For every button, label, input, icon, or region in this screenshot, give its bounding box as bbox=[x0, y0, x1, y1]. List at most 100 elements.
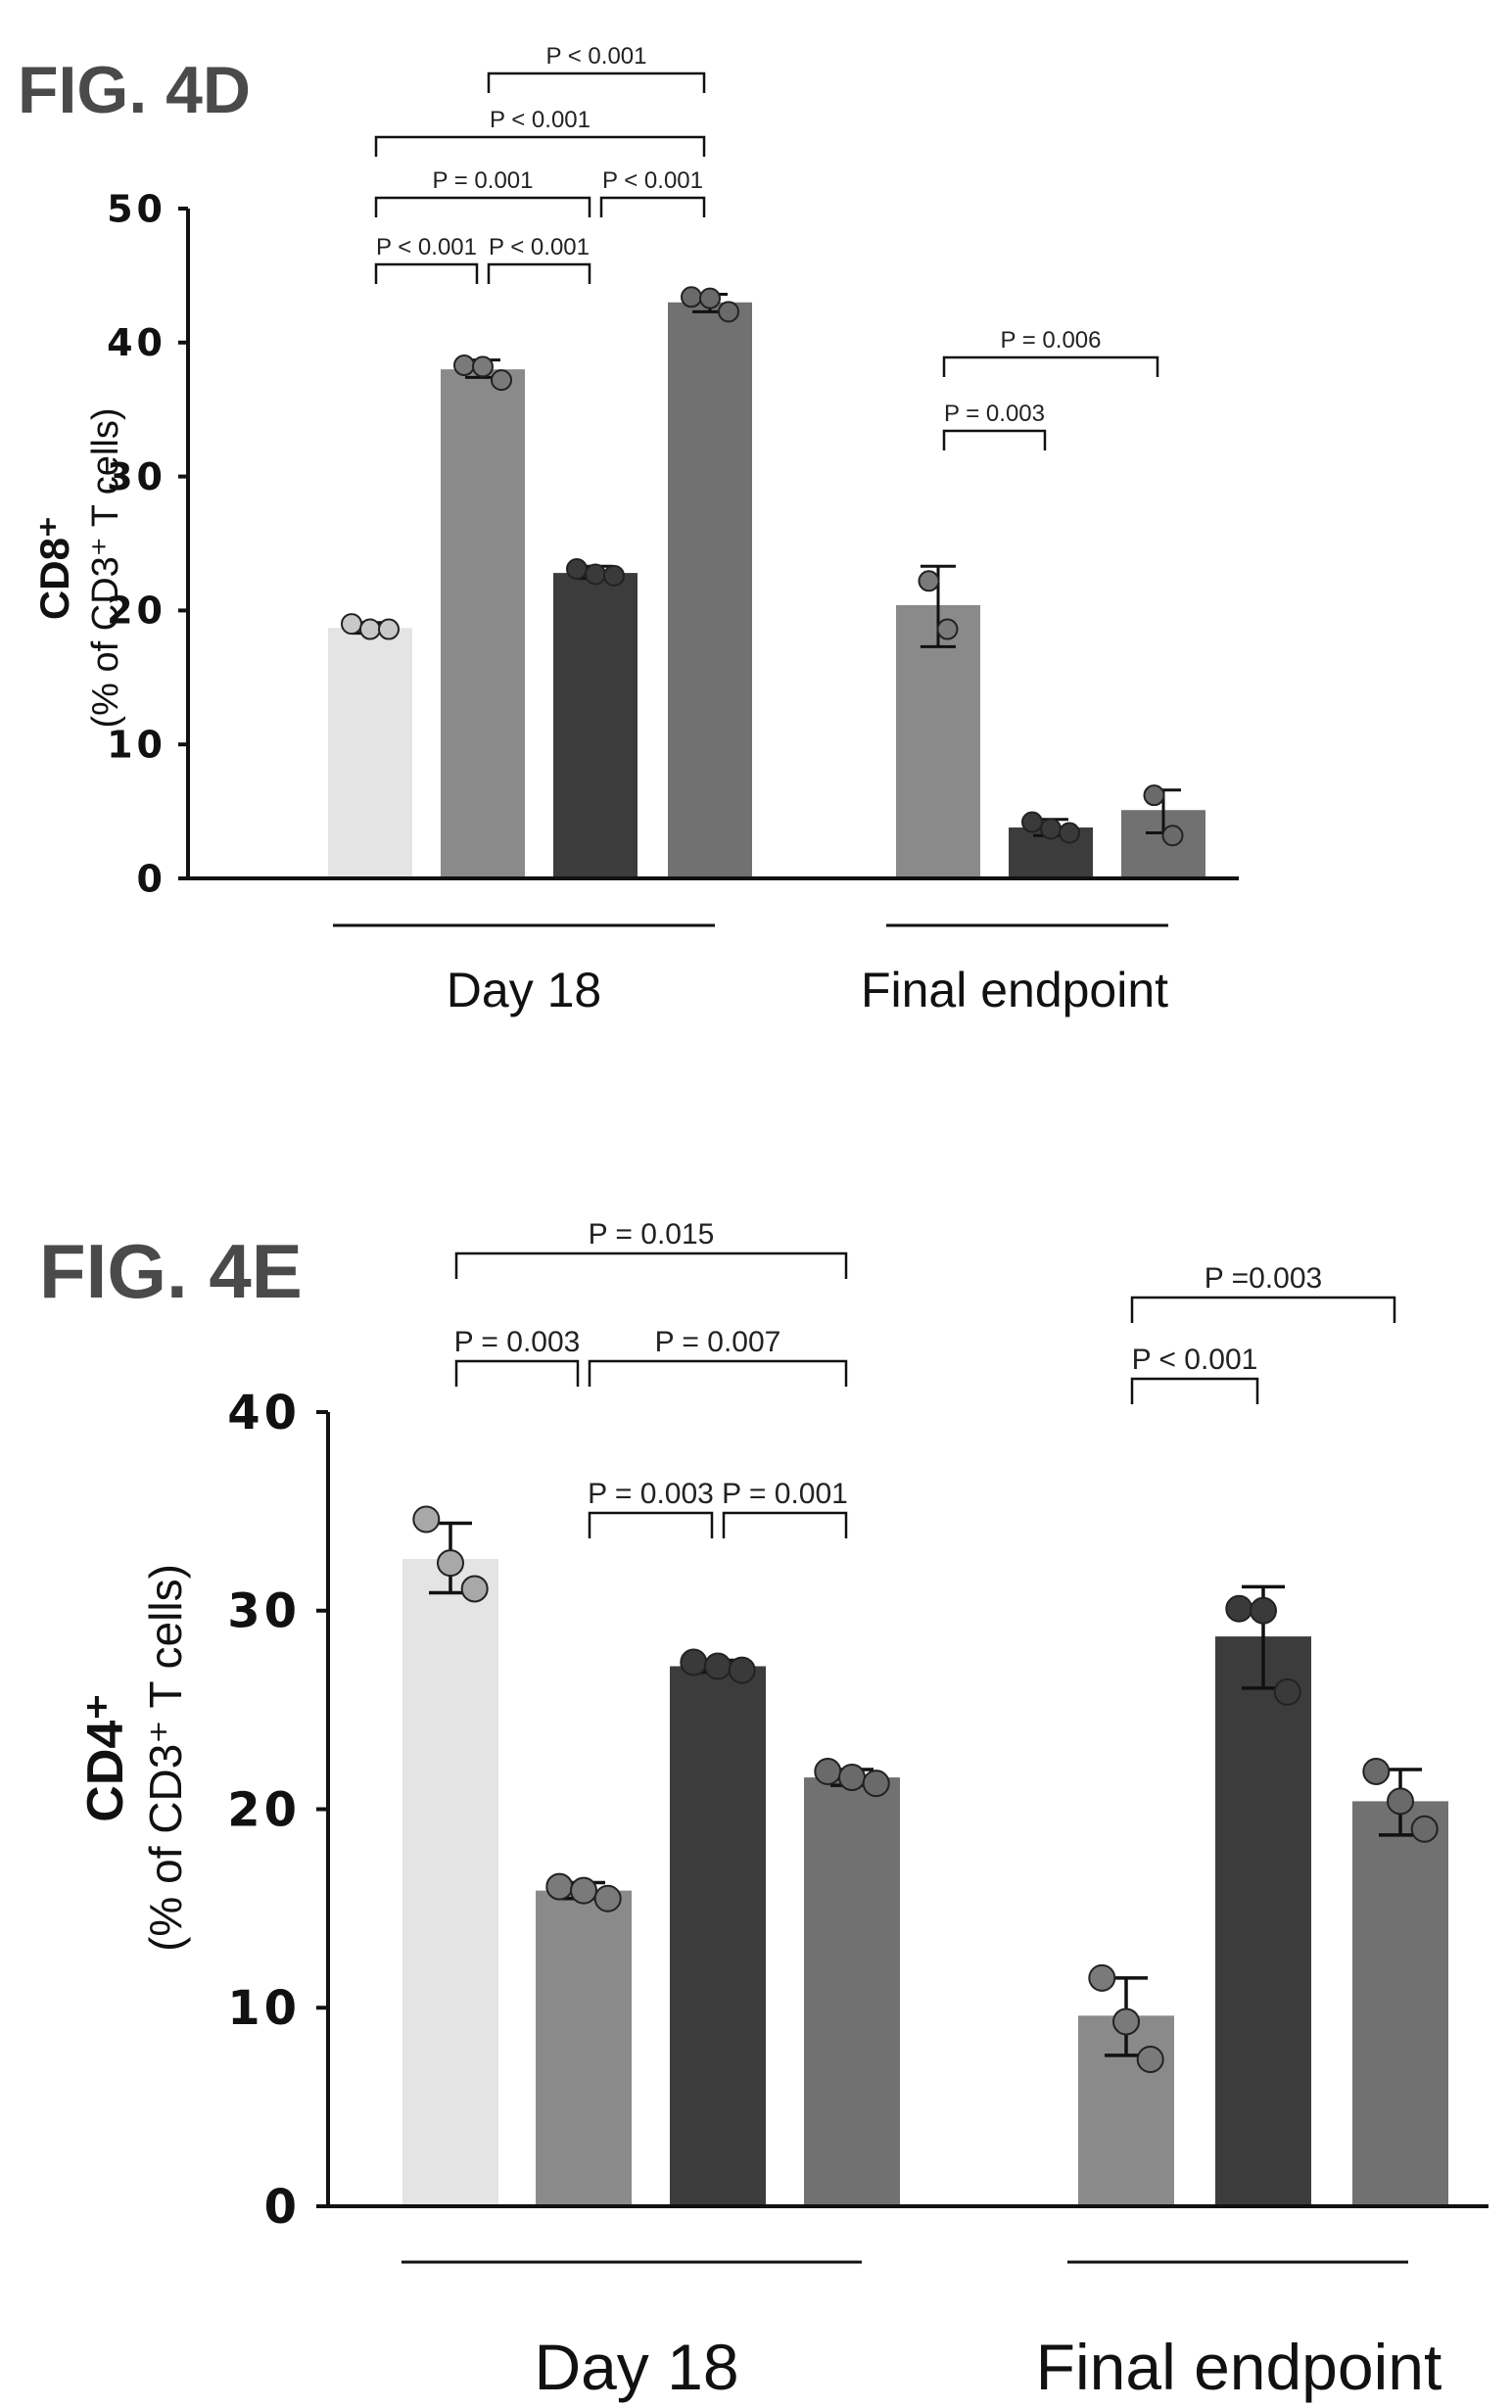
data-point-4d-0-2 bbox=[378, 618, 400, 640]
y-tick-label-4d-4: 40 bbox=[107, 321, 166, 364]
comparison-bracket-4d-5: P < 0.001 bbox=[487, 43, 706, 93]
figure-label-4d: FIG. 4D bbox=[18, 53, 251, 127]
data-point-4d-3-1 bbox=[699, 287, 721, 309]
data-point-4e-2-2 bbox=[728, 1656, 756, 1684]
comparison-bracket-4d-6: P = 0.003 bbox=[942, 401, 1047, 450]
p-value-label-4e-4: P = 0.001 bbox=[722, 1478, 848, 1510]
data-point-4d-1-0 bbox=[453, 354, 475, 377]
bracket-line-4d-6 bbox=[942, 429, 1047, 450]
data-point-4d-2-0 bbox=[566, 557, 588, 580]
data-point-4d-5-0 bbox=[1021, 811, 1043, 833]
y-tick-label-4d-5: 50 bbox=[107, 187, 166, 230]
comparison-bracket-4d-3: P < 0.001 bbox=[599, 167, 706, 217]
comparison-bracket-4e-3: P = 0.003 bbox=[588, 1478, 714, 1538]
y-tick-label-4d-1: 10 bbox=[107, 724, 166, 767]
data-point-4d-6-0 bbox=[1143, 784, 1165, 807]
data-point-4d-5-1 bbox=[1040, 818, 1062, 840]
data-point-4e-4-2 bbox=[1136, 2045, 1164, 2073]
bracket-line-4d-4 bbox=[374, 135, 706, 157]
p-value-label-4d-5: P < 0.001 bbox=[546, 43, 647, 70]
figure-label-4e: FIG. 4E bbox=[39, 1228, 303, 1314]
y-tick-label-4d-2: 20 bbox=[107, 590, 166, 633]
bar-4d-4 bbox=[896, 604, 980, 878]
data-point-4e-1-0 bbox=[545, 1872, 574, 1901]
bar-4e-5 bbox=[1215, 1636, 1311, 2206]
p-value-label-4e-2: P = 0.015 bbox=[589, 1218, 715, 1251]
group-label-final-4d: Final endpoint bbox=[861, 963, 1168, 1017]
data-point-4e-5-2 bbox=[1273, 1677, 1301, 1706]
bar-4d-3 bbox=[668, 302, 752, 878]
data-point-4e-4-1 bbox=[1112, 2007, 1140, 2036]
data-point-4e-2-0 bbox=[680, 1648, 708, 1676]
comparison-bracket-4d-1: P < 0.001 bbox=[487, 234, 591, 284]
group-label-day18-4e: Day 18 bbox=[534, 2331, 738, 2403]
bracket-line-4d-5 bbox=[487, 71, 706, 93]
data-point-4e-0-2 bbox=[460, 1575, 489, 1603]
data-point-4e-1-1 bbox=[570, 1876, 597, 1905]
data-point-4e-2-1 bbox=[704, 1652, 732, 1680]
p-value-label-4d-4: P < 0.001 bbox=[490, 107, 591, 133]
data-point-4e-3-2 bbox=[862, 1770, 890, 1798]
data-point-4d-2-2 bbox=[603, 564, 625, 587]
data-point-4e-1-2 bbox=[593, 1884, 622, 1912]
data-point-4e-3-1 bbox=[838, 1764, 866, 1792]
p-value-label-4e-1: P = 0.007 bbox=[655, 1326, 781, 1358]
y-tick-label-4e-0: 0 bbox=[264, 2180, 301, 2235]
comparison-bracket-4e-6: P =0.003 bbox=[1130, 1262, 1396, 1323]
bar-4e-3 bbox=[804, 1777, 900, 2206]
data-point-4e-5-0 bbox=[1225, 1594, 1253, 1623]
comparison-bracket-4e-2: P = 0.015 bbox=[454, 1218, 848, 1279]
group-label-final-4e: Final endpoint bbox=[1036, 2331, 1442, 2403]
comparison-bracket-4e-1: P = 0.007 bbox=[588, 1326, 848, 1387]
data-point-4e-0-1 bbox=[437, 1549, 464, 1578]
data-point-4d-1-1 bbox=[472, 355, 494, 378]
comparison-bracket-4e-5: P < 0.001 bbox=[1130, 1344, 1259, 1404]
comparison-bracket-4d-0: P < 0.001 bbox=[374, 234, 479, 284]
comparison-bracket-4d-4: P < 0.001 bbox=[374, 107, 706, 157]
bar-4e-1 bbox=[536, 1890, 632, 2206]
bracket-line-4e-3 bbox=[588, 1511, 714, 1538]
data-point-4d-0-1 bbox=[359, 618, 381, 640]
data-point-4d-0-0 bbox=[341, 613, 362, 636]
bracket-line-4e-1 bbox=[588, 1359, 848, 1387]
bracket-line-4e-5 bbox=[1130, 1377, 1259, 1404]
data-point-4e-6-2 bbox=[1410, 1815, 1439, 1843]
bracket-line-4d-1 bbox=[487, 262, 591, 284]
group-label-day18-4d: Day 18 bbox=[447, 963, 601, 1017]
p-value-label-4e-5: P < 0.001 bbox=[1132, 1344, 1258, 1376]
bracket-line-4d-0 bbox=[374, 262, 479, 284]
p-value-label-4d-0: P < 0.001 bbox=[376, 234, 477, 260]
bracket-line-4e-4 bbox=[722, 1511, 848, 1538]
data-point-4d-6-1 bbox=[1161, 825, 1184, 847]
chart-fig-4d: FIG. 4D CD8⁺ (% of CD3⁺ T cells) Day 18 … bbox=[18, 43, 1239, 1017]
y-tick-label-4e-2: 20 bbox=[227, 1782, 301, 1837]
p-value-label-4d-7: P = 0.006 bbox=[1001, 327, 1102, 354]
bar-4d-0 bbox=[328, 628, 412, 878]
p-value-label-4e-3: P = 0.003 bbox=[588, 1478, 714, 1510]
p-value-label-4d-6: P = 0.003 bbox=[944, 401, 1045, 427]
bracket-line-4d-2 bbox=[374, 196, 591, 217]
data-point-4e-3-0 bbox=[814, 1757, 842, 1785]
y-tick-label-4e-4: 40 bbox=[227, 1386, 301, 1440]
data-point-4e-5-1 bbox=[1250, 1596, 1277, 1625]
p-value-label-4d-3: P < 0.001 bbox=[602, 167, 703, 194]
bracket-line-4d-3 bbox=[599, 196, 706, 217]
data-point-4e-4-0 bbox=[1088, 1963, 1116, 1992]
y-tick-label-4e-1: 10 bbox=[227, 1981, 301, 2036]
comparison-bracket-4e-4: P = 0.001 bbox=[722, 1478, 848, 1538]
data-point-4e-0-0 bbox=[412, 1505, 441, 1534]
chart-fig-4e: FIG. 4E CD4⁺ (% of CD3⁺ T cells) Day 18 … bbox=[39, 1218, 1488, 2403]
comparison-bracket-4d-2: P = 0.001 bbox=[374, 167, 591, 217]
bracket-line-4e-2 bbox=[454, 1251, 848, 1279]
data-point-4d-3-0 bbox=[681, 286, 702, 308]
y-axis-label-main-4d: CD8⁺ bbox=[31, 516, 77, 620]
comparison-bracket-4e-0: P = 0.003 bbox=[454, 1326, 580, 1387]
data-point-4d-4-1 bbox=[936, 618, 959, 640]
bar-4e-6 bbox=[1352, 1801, 1448, 2206]
bar-4e-0 bbox=[402, 1559, 498, 2206]
p-value-label-4e-6: P =0.003 bbox=[1205, 1262, 1322, 1295]
data-point-4d-4-0 bbox=[918, 570, 940, 592]
y-axis-label-sub-4d: (% of CD3⁺ T cells) bbox=[85, 408, 126, 729]
bracket-line-4e-6 bbox=[1130, 1296, 1396, 1323]
